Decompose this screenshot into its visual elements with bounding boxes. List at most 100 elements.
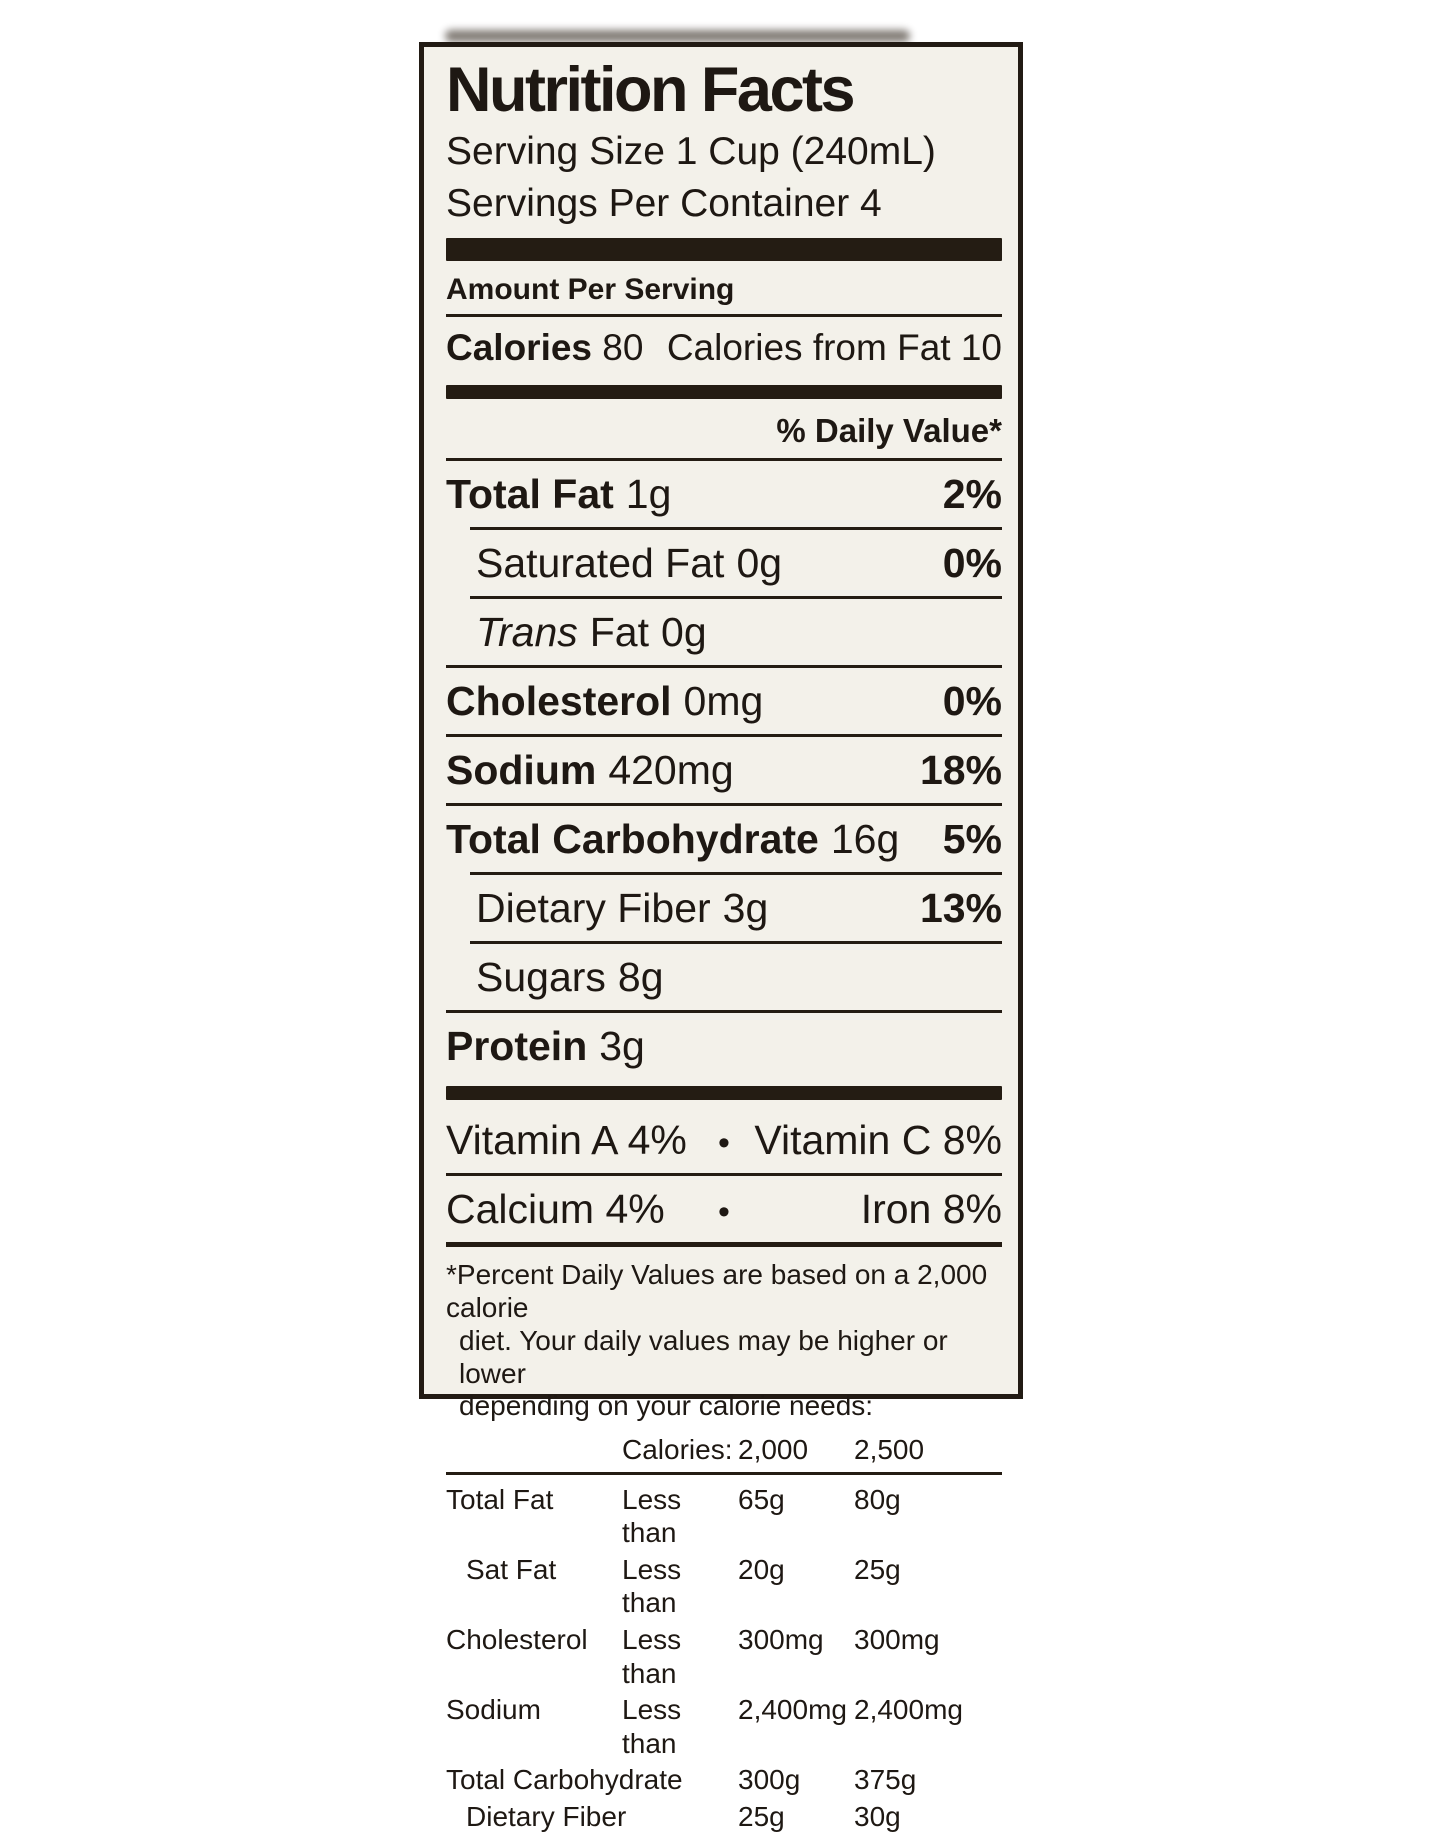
header-spacer [446, 1433, 622, 1467]
table-row: Total Fat Less than 65g 80g [446, 1481, 1002, 1551]
vitamin-a: Vitamin A 4% [446, 1117, 687, 1164]
nutrient-amount: 8g [617, 954, 664, 1001]
nutrient-amount: 0g [661, 609, 707, 656]
thick-divider-vitamins [446, 1086, 1002, 1101]
row-name: Total Carbohydrate [446, 1764, 683, 1796]
nutrient-amount: 420mg [608, 747, 734, 794]
row-name: Cholesterol [446, 1624, 588, 1656]
vitamin-row-1: Vitamin A 4% • Vitamin C 8% [446, 1107, 1002, 1173]
nutrient-dv: 18% [919, 747, 1002, 794]
nutrient-row-sodium: Sodium 420mg 18% [446, 737, 1002, 803]
col-2000: 2,000 [738, 1433, 809, 1465]
nutrient-name-italic: Trans [476, 609, 578, 656]
label-title: Nutrition Facts [446, 55, 856, 125]
table-row: Sodium Less than 2,400mg 2,400mg [446, 1692, 1002, 1762]
calcium: Calcium 4% [446, 1186, 665, 1233]
row-value-2000: 65g [738, 1483, 785, 1515]
footnote-line: diet. Your daily values may be higher or… [459, 1324, 948, 1389]
nutrient-row-cholesterol: Cholesterol 0mg 0% [446, 668, 1002, 734]
servings-per-container-text: Servings Per Container 4 [446, 181, 882, 225]
row-value-2500: 30g [854, 1801, 901, 1833]
rule [470, 872, 1002, 876]
vitamin-row-2: Calcium 4% • Iron 8% [446, 1176, 1002, 1242]
nutrient-amount: 1g [625, 471, 672, 518]
photo-shadow [445, 30, 910, 42]
row-qualifier: Less than [622, 1694, 682, 1759]
row-value-2500: 375g [854, 1764, 917, 1796]
thick-divider-top [446, 238, 1002, 262]
nutrient-row-saturated-fat: Saturated Fat 0g 0% [446, 530, 1002, 596]
serving-size-text: Serving Size 1 Cup (240mL) [446, 129, 936, 173]
vitamin-c: Vitamin C 8% [754, 1117, 1002, 1164]
table-row: Total Carbohydrate 300g 375g [446, 1762, 1002, 1799]
nutrient-amount: 16g [830, 816, 900, 863]
row-value-2000: 25g [738, 1801, 785, 1833]
rule [446, 1173, 1002, 1177]
nutrient-amount: 0g [736, 540, 783, 587]
calories-label: Calories [446, 327, 593, 369]
row-qualifier: Less than [622, 1624, 682, 1689]
nutrient-name: Cholesterol [446, 678, 672, 725]
bullet-separator: • [718, 1124, 730, 1163]
nutrient-amount: 0mg [683, 678, 764, 725]
row-qualifier: Less than [622, 1553, 682, 1619]
calories-row: Calories 80 Calories from Fat 10 [446, 317, 1002, 378]
nutrient-row-dietary-fiber: Dietary Fiber 3g 13% [446, 875, 1002, 941]
row-value-2000: 2,400mg [738, 1694, 847, 1726]
footnote-line: depending on your calorie needs: [459, 1390, 874, 1422]
row-name: Dietary Fiber [466, 1801, 627, 1833]
nutrient-dv: 5% [942, 816, 1002, 863]
row-value-2000: 20g [738, 1553, 785, 1585]
row-value-2500: 25g [854, 1553, 901, 1585]
calories-value: 80 [602, 327, 644, 369]
thick-divider-calories [446, 385, 1002, 400]
rule [470, 596, 1002, 600]
nutrient-dv: 0% [942, 678, 1002, 725]
rule [446, 1472, 1002, 1476]
row-value-2500: 2,400mg [854, 1694, 963, 1726]
rule [446, 803, 1002, 807]
nutrient-name: Sodium [446, 747, 597, 794]
bullet-separator: • [718, 1193, 730, 1232]
rule [446, 734, 1002, 738]
nutrient-name: Fat [589, 609, 650, 656]
rule [446, 1010, 1002, 1014]
col-2500: 2,500 [854, 1433, 925, 1465]
nutrient-dv: 13% [919, 885, 1002, 932]
rule-medium [446, 1242, 1002, 1248]
nutrient-row-trans-fat: Trans Fat 0g [446, 599, 1002, 665]
row-value-2000: 300g [738, 1764, 801, 1796]
rule [446, 665, 1002, 669]
table-row: Dietary Fiber 25g 30g [446, 1799, 1002, 1835]
nutrient-name: Total Carbohydrate [446, 816, 819, 863]
nutrient-name: Protein [446, 1023, 588, 1070]
daily-value-header: % Daily Value* [776, 412, 1002, 450]
row-value-2500: 80g [854, 1483, 901, 1515]
rule [470, 527, 1002, 531]
daily-value-footnote: *Percent Daily Values are based on a 2,0… [446, 1259, 1002, 1423]
row-value-2500: 300mg [854, 1624, 940, 1656]
nutrient-dv: 0% [942, 540, 1002, 587]
row-name: Total Fat [446, 1483, 554, 1515]
reference-table: Calories: 2,000 2,500 Total Fat Less tha… [446, 1431, 1002, 1835]
nutrient-name: Saturated Fat [476, 540, 725, 587]
nutrient-row-protein: Protein 3g [446, 1013, 1002, 1079]
nutrition-facts-label: Nutrition Facts Serving Size 1 Cup (240m… [419, 42, 1023, 1832]
calories-header: Calories: [622, 1433, 733, 1465]
nutrient-row-sugars: Sugars 8g [446, 944, 1002, 1010]
reference-table-header: Calories: 2,000 2,500 [446, 1431, 1002, 1472]
calories-from-fat: Calories from Fat 10 [666, 327, 1002, 369]
rule [470, 941, 1002, 945]
row-name: Sodium [446, 1694, 541, 1726]
nutrient-amount: 3g [599, 1023, 645, 1070]
nutrient-name: Sugars [476, 954, 606, 1001]
nutrient-amount: 3g [722, 885, 769, 932]
nutrient-name: Total Fat [446, 471, 614, 518]
iron: Iron 8% [860, 1186, 1002, 1233]
calories-left: Calories 80 [446, 327, 643, 369]
nutrient-name: Dietary Fiber [476, 885, 711, 932]
table-row: Sat Fat Less than 20g 25g [446, 1551, 1002, 1621]
nutrient-row-total-carbohydrate: Total Carbohydrate 16g 5% [446, 806, 1002, 872]
row-value-2000: 300mg [738, 1624, 824, 1656]
table-row: Cholesterol Less than 300mg 300mg [446, 1622, 1002, 1692]
